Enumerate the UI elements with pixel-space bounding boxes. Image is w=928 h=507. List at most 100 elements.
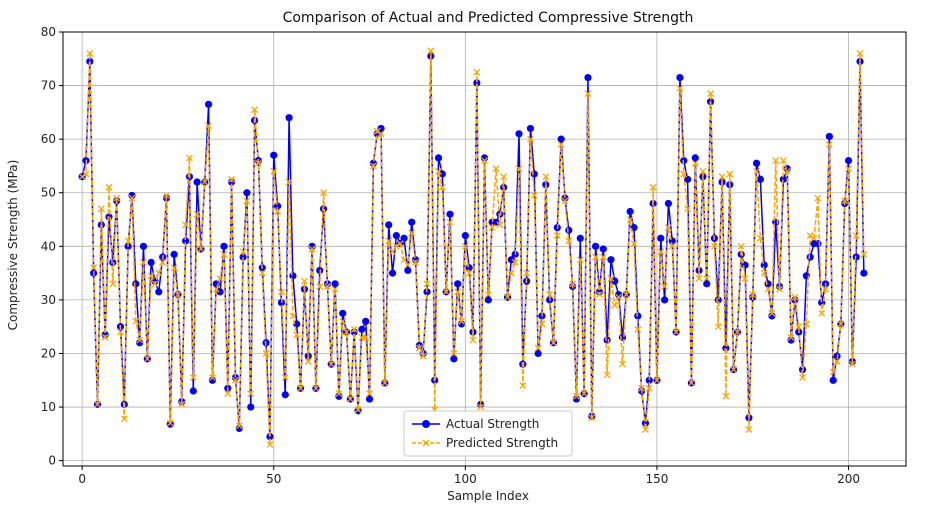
data-point xyxy=(139,242,148,250)
data-point xyxy=(243,189,251,197)
data-point xyxy=(615,293,623,301)
data-point xyxy=(814,194,822,202)
data-point xyxy=(155,269,163,277)
data-point xyxy=(799,374,807,382)
data-point xyxy=(442,288,450,296)
data-point xyxy=(335,390,343,398)
data-point xyxy=(258,269,266,277)
data-point xyxy=(753,167,761,175)
data-point xyxy=(848,360,856,368)
data-point xyxy=(220,242,228,250)
data-point xyxy=(270,167,278,175)
data-point xyxy=(201,178,209,186)
data-point xyxy=(599,245,607,253)
data-point xyxy=(672,328,680,336)
data-point xyxy=(572,395,581,403)
data-point xyxy=(412,258,419,266)
series-predicted xyxy=(78,47,868,449)
data-point xyxy=(155,288,163,296)
data-point xyxy=(825,141,833,148)
ticks: 0 50 100 150 200 0 10 20 30 40 50 60 70 80 xyxy=(41,25,860,486)
data-point xyxy=(170,264,178,272)
data-point xyxy=(205,122,213,130)
data-point xyxy=(392,242,400,250)
data-point xyxy=(297,384,305,392)
data-point xyxy=(120,415,128,423)
y-tick-label: 80 xyxy=(41,25,56,39)
data-point xyxy=(454,288,462,296)
data-point xyxy=(285,178,293,186)
data-point xyxy=(101,331,109,339)
data-point xyxy=(477,403,485,411)
data-point xyxy=(170,250,178,258)
y-tick-label: 20 xyxy=(41,346,56,360)
data-point xyxy=(82,170,90,178)
data-point xyxy=(611,301,619,309)
data-point xyxy=(626,216,634,223)
data-point xyxy=(224,390,232,398)
data-point xyxy=(595,291,603,299)
data-point xyxy=(703,275,711,282)
data-point xyxy=(844,156,853,165)
legend-predicted-label: Predicted Strength xyxy=(446,436,558,450)
data-point xyxy=(86,49,94,57)
data-point xyxy=(243,197,251,205)
data-point xyxy=(787,333,795,341)
data-point xyxy=(316,283,324,290)
data-point xyxy=(837,320,845,328)
legend-actual-label: Actual Strength xyxy=(446,417,539,431)
data-point xyxy=(523,269,531,277)
data-point xyxy=(377,130,385,138)
data-point xyxy=(235,422,243,430)
data-point xyxy=(676,73,684,82)
data-point xyxy=(231,376,239,384)
data-point xyxy=(266,441,274,449)
data-point xyxy=(684,205,692,213)
plot-frame xyxy=(62,31,907,467)
data-point xyxy=(630,240,638,248)
data-point xyxy=(473,79,481,87)
data-point xyxy=(760,269,768,277)
data-point xyxy=(228,175,236,183)
data-point xyxy=(860,269,868,277)
data-point xyxy=(369,162,377,170)
data-point xyxy=(90,264,98,272)
data-point xyxy=(193,210,201,218)
data-point xyxy=(247,403,255,411)
data-point xyxy=(722,344,730,352)
data-point xyxy=(461,232,469,240)
data-point xyxy=(657,248,665,256)
data-point xyxy=(607,256,615,264)
data-point xyxy=(109,258,117,266)
data-point xyxy=(381,379,389,387)
data-point xyxy=(806,232,814,240)
data-point xyxy=(281,374,289,382)
y-tick-label: 30 xyxy=(41,293,56,307)
data-point xyxy=(239,248,247,256)
data-point xyxy=(285,114,293,122)
data-point xyxy=(507,269,515,277)
data-point xyxy=(216,275,224,282)
data-point xyxy=(465,264,473,272)
data-point xyxy=(277,288,285,296)
data-point xyxy=(565,237,573,245)
data-point xyxy=(132,317,140,325)
data-point xyxy=(515,130,523,138)
data-point xyxy=(377,124,385,133)
data-point xyxy=(235,424,243,433)
data-point xyxy=(661,296,669,304)
data-point xyxy=(166,419,174,427)
data-point xyxy=(841,197,849,205)
data-point xyxy=(584,90,592,98)
data-point xyxy=(365,395,374,403)
data-point xyxy=(806,253,814,261)
data-point xyxy=(504,293,511,301)
x-tick-label: 100 xyxy=(454,472,477,486)
data-point xyxy=(358,325,366,333)
data-point xyxy=(220,250,228,258)
y-tick-label: 40 xyxy=(41,239,56,253)
data-point xyxy=(795,323,803,331)
data-point xyxy=(304,358,312,365)
legend-actual-marker xyxy=(422,420,430,428)
